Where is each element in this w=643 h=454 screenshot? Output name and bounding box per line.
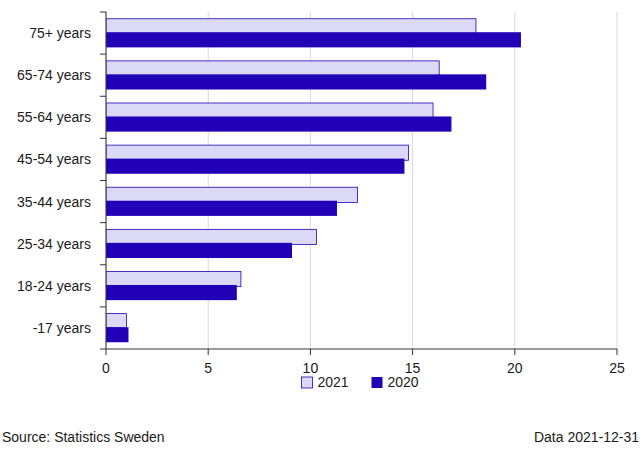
bar — [106, 201, 337, 216]
x-tick — [617, 349, 618, 355]
category-tick — [100, 222, 106, 223]
legend-swatch — [372, 377, 383, 388]
source-note: Source: Statistics Sweden — [2, 429, 165, 445]
category-tick — [100, 96, 106, 97]
bar — [106, 32, 521, 47]
category-tick — [100, 349, 106, 350]
bar — [106, 285, 237, 300]
category-label: 65-74 years — [17, 67, 91, 83]
bar — [106, 327, 128, 342]
category-label: 45-54 years — [17, 151, 91, 167]
category-tick — [100, 54, 106, 55]
bar — [106, 116, 451, 131]
x-tick-label: 5 — [204, 360, 212, 376]
x-tick-label: 0 — [102, 360, 110, 376]
category-label: 18-24 years — [17, 278, 91, 294]
x-tick-label: 25 — [609, 360, 625, 376]
bar — [106, 145, 409, 160]
category-tick — [100, 12, 106, 13]
legend-label: 2021 — [318, 374, 349, 390]
category-label: 25-34 years — [17, 236, 91, 252]
category-label: -17 years — [33, 320, 91, 336]
category-tick — [100, 306, 106, 307]
bar — [106, 159, 404, 174]
category-tick — [100, 180, 106, 181]
category-tick — [100, 138, 106, 139]
category-label: 75+ years — [29, 25, 91, 41]
date-note: Data 2021-12-31 — [534, 429, 639, 445]
x-tick-label: 20 — [507, 360, 523, 376]
bar — [106, 19, 476, 34]
bar — [106, 187, 357, 202]
grid-line — [514, 12, 515, 349]
bar — [106, 74, 486, 89]
x-tick — [208, 349, 209, 355]
category-tick — [100, 264, 106, 265]
x-tick — [310, 349, 311, 355]
x-axis-line — [106, 349, 617, 350]
bars — [106, 19, 521, 343]
bar — [106, 61, 439, 76]
bar — [106, 229, 317, 244]
bar — [106, 103, 433, 118]
x-tick — [514, 349, 515, 355]
x-tick — [412, 349, 413, 355]
category-label: 35-44 years — [17, 194, 91, 210]
x-tick-label: 10 — [303, 360, 319, 376]
grid-line — [617, 12, 618, 349]
bar — [106, 271, 241, 286]
legend-label: 2020 — [388, 374, 419, 390]
x-tick — [106, 349, 107, 355]
chart-container: 75+ years 65-74 years 55-64 years 45-54 yea… — [0, 0, 643, 454]
category-label: 55-64 years — [17, 109, 91, 125]
legend-swatch — [302, 377, 313, 388]
chart-svg: 75+ years 65-74 years 55-64 years 45-54 yea… — [0, 0, 643, 454]
bar — [106, 243, 292, 258]
bar — [106, 314, 126, 329]
legend: 2021 2020 — [302, 374, 419, 390]
